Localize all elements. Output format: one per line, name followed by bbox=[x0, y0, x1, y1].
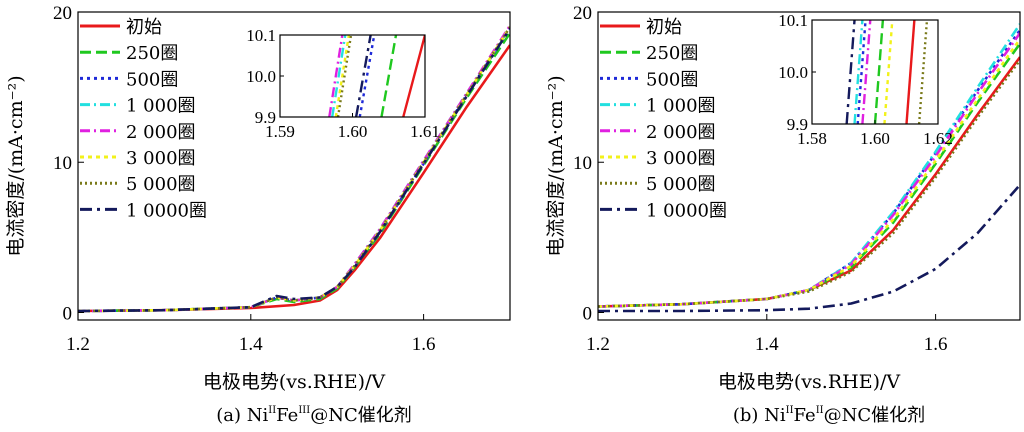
legend-label-0: 初始 bbox=[646, 17, 682, 38]
caption-text: @NC催化剂 bbox=[310, 405, 412, 426]
series-line-7 bbox=[78, 27, 510, 313]
chart-panel-a: 1.2 1.4 1.601020电极电势(vs.RHE)/V电流密度/(mA·cm⁻… bbox=[5, 3, 511, 426]
inset-line-5 bbox=[334, 35, 351, 117]
inset-line-6 bbox=[905, 20, 916, 124]
legend-label-7: 1 0000圈 bbox=[126, 200, 207, 221]
caption-superscript: II bbox=[786, 405, 794, 416]
x-axis-label: 电极电势(vs.RHE)/V bbox=[203, 371, 385, 393]
legend-label-5: 3 000圈 bbox=[126, 148, 196, 169]
caption-superscript: III bbox=[298, 405, 310, 416]
inset-plot: 1.59 1.60 1.61 9.9 10.0 10.1 bbox=[246, 26, 440, 141]
inset-lines bbox=[328, 35, 425, 117]
x-tick-label: 1.2 bbox=[66, 334, 90, 355]
inset-line-0 bbox=[402, 35, 425, 117]
y-tick-label: 0 bbox=[583, 303, 593, 324]
series-line-4 bbox=[598, 32, 1020, 308]
plot-frame bbox=[77, 11, 511, 321]
inset-background bbox=[280, 35, 425, 117]
x-tick-label: 1.6 bbox=[924, 334, 948, 355]
inset-line-2 bbox=[856, 20, 867, 124]
series-group bbox=[78, 24, 510, 313]
caption-text: Fe bbox=[794, 405, 816, 426]
series-line-5 bbox=[598, 38, 1020, 308]
inset-x-tick-label: 1.61 bbox=[410, 122, 440, 141]
y-tick-label: 0 bbox=[63, 303, 73, 324]
inset-y-tick-label: 10.0 bbox=[778, 63, 808, 82]
inset-line-3 bbox=[861, 20, 872, 124]
inset-line-5 bbox=[883, 20, 894, 124]
caption-text: @NC催化剂 bbox=[824, 405, 926, 426]
y-tick-label: 10 bbox=[53, 153, 72, 174]
y-axis-label: 电流密度/(mA·cm⁻²) bbox=[5, 75, 27, 256]
x-tick-label: 1.4 bbox=[239, 334, 263, 355]
legend-label-1: 250圈 bbox=[646, 43, 698, 64]
inset-y-tick-label: 10.1 bbox=[246, 26, 276, 45]
x-tick-label: 1.6 bbox=[412, 334, 436, 355]
legend-label-7: 1 0000圈 bbox=[646, 200, 727, 221]
inset-y-tick-label: 9.9 bbox=[787, 115, 808, 134]
caption-superscript: II bbox=[268, 405, 276, 416]
legend-label-3: 1 000圈 bbox=[646, 96, 716, 117]
plot-frame bbox=[597, 11, 1021, 321]
inset-line-1 bbox=[853, 20, 864, 124]
inset-background bbox=[812, 20, 938, 124]
inset-line-0 bbox=[845, 20, 856, 124]
legend-label-0: 初始 bbox=[126, 17, 162, 38]
inset-x-tick-label: 1.59 bbox=[265, 122, 295, 141]
legend-label-5: 3 000圈 bbox=[646, 148, 716, 169]
panel-caption: (b) NiIIFeII@NC催化剂 bbox=[733, 405, 925, 426]
y-tick-label: 20 bbox=[573, 3, 592, 24]
x-tick-label: 1.4 bbox=[755, 334, 779, 355]
inset-line-3 bbox=[331, 35, 347, 117]
inset-y-tick-label: 10.0 bbox=[246, 67, 276, 86]
legend-label-3: 1 000圈 bbox=[126, 96, 196, 117]
inset-line-4 bbox=[328, 35, 344, 117]
inset-y-tick-label: 10.1 bbox=[778, 11, 808, 30]
x-axis-label: 电极电势(vs.RHE)/V bbox=[718, 371, 900, 393]
legend-label-6: 5 000圈 bbox=[126, 174, 196, 195]
inset-x-tick-label: 1.60 bbox=[860, 129, 890, 148]
inset-lines bbox=[845, 20, 929, 124]
inset-line-7 bbox=[917, 20, 929, 124]
y-tick-label: 20 bbox=[53, 3, 72, 24]
inset-y-tick-label: 9.9 bbox=[255, 108, 276, 127]
panel-caption: (a) NiIIFeIII@NC催化剂 bbox=[216, 405, 411, 426]
legend-label-6: 5 000圈 bbox=[646, 174, 716, 195]
legend-label-4: 2 000圈 bbox=[646, 122, 716, 143]
chart-panel-b: 1.2 1.4 1.601020电极电势(vs.RHE)/V电流密度/(mA·cm⁻… bbox=[545, 3, 1021, 426]
caption-text: Fe bbox=[276, 405, 298, 426]
series-group bbox=[598, 23, 1020, 313]
inset-line-7 bbox=[354, 35, 372, 117]
legend: 初始 250圈 500圈 1 000圈 2 000圈 3 000圈 5 000圈 1 0000… bbox=[600, 17, 727, 221]
inset-line-6 bbox=[336, 35, 353, 117]
legend-label-2: 500圈 bbox=[126, 69, 178, 90]
legend: 初始 250圈 500圈 1 000圈 2 000圈 3 000圈 5 000圈 1 0000… bbox=[80, 17, 207, 221]
x-tick-label: 1.2 bbox=[586, 334, 610, 355]
y-axis-label: 电流密度/(mA·cm⁻²) bbox=[545, 75, 567, 256]
legend-label-2: 500圈 bbox=[646, 69, 698, 90]
inset-plot: 1.58 1.60 1.62 9.9 10.0 10.1 bbox=[778, 11, 953, 148]
inset-line-1 bbox=[380, 35, 398, 117]
caption-text: (a) Ni bbox=[216, 405, 268, 426]
series-line-7 bbox=[598, 183, 1020, 313]
y-tick-label: 10 bbox=[573, 153, 592, 174]
inset-line-4 bbox=[873, 20, 885, 124]
inset-x-tick-label: 1.62 bbox=[923, 129, 953, 148]
inset-x-tick-label: 1.58 bbox=[797, 129, 827, 148]
caption-text: (b) Ni bbox=[733, 405, 786, 426]
caption-superscript: II bbox=[816, 405, 824, 416]
legend-label-1: 250圈 bbox=[126, 43, 178, 64]
inset-x-tick-label: 1.60 bbox=[338, 122, 368, 141]
legend-label-4: 2 000圈 bbox=[126, 122, 196, 143]
